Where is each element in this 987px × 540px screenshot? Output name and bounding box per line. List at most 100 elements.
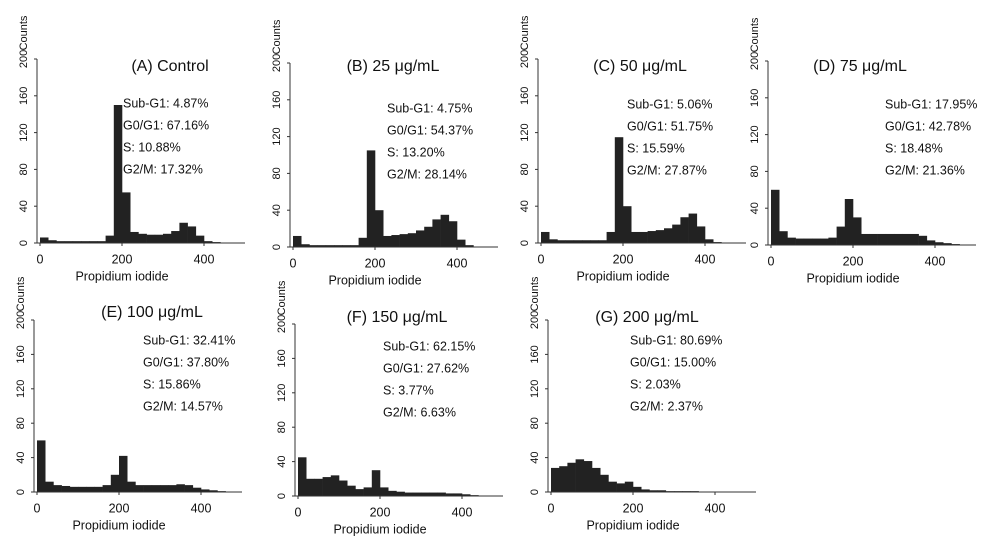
y-tick-label: 80 — [15, 417, 27, 429]
panel-title: (D) 75 μg/mL — [813, 58, 907, 75]
histogram-bar — [69, 486, 79, 492]
annotation: G2/M: 17.32% — [123, 162, 203, 176]
histogram-bar — [424, 226, 433, 247]
y-axis-label: Counts — [529, 276, 541, 311]
annotation: S: 10.88% — [123, 140, 181, 154]
x-axis-label: Propidium iodide — [72, 518, 165, 532]
annotation: G0/G1: 15.00% — [630, 355, 716, 369]
histogram-bar — [664, 228, 673, 243]
histogram-bar — [432, 219, 441, 247]
annotation: G0/G1: 51.75% — [627, 119, 713, 133]
x-tick-label: 200 — [109, 501, 130, 515]
y-axis-label: Counts — [519, 15, 531, 50]
x-tick-label: 200 — [365, 256, 386, 270]
y-tick-label: 120 — [519, 123, 531, 141]
histogram-bar — [383, 235, 392, 247]
histogram-bar — [820, 238, 829, 245]
histogram-bar — [606, 231, 616, 243]
annotation: Sub-G1: 62.15% — [383, 339, 475, 353]
y-tick-label: 0 — [271, 244, 283, 250]
histogram-bar — [412, 492, 422, 496]
histogram-bar — [647, 231, 657, 243]
annotation: S: 2.03% — [630, 377, 681, 391]
y-tick-label: 200 — [15, 311, 27, 329]
histogram-bar — [616, 483, 626, 492]
histogram-bar — [37, 440, 46, 492]
histogram-bar — [146, 234, 156, 243]
histogram-bar — [559, 466, 568, 492]
y-tick-label: 120 — [18, 123, 30, 141]
histogram-bar — [81, 241, 90, 243]
x-axis-label: Propidium iodide — [328, 273, 421, 287]
y-tick-label: 120 — [529, 380, 541, 398]
histogram-bar — [641, 489, 650, 492]
histogram-bar — [869, 233, 878, 245]
histogram-bar — [89, 241, 98, 243]
histogram-bar — [575, 459, 585, 492]
histogram-bar — [453, 493, 463, 496]
histogram-bar — [861, 233, 870, 245]
histogram-bar — [135, 485, 144, 492]
y-tick-label: 0 — [529, 489, 541, 495]
y-axis-label: Counts — [749, 17, 761, 52]
histogram-bar — [894, 233, 903, 245]
x-tick-label: 200 — [843, 254, 864, 268]
histogram-bar — [110, 474, 120, 492]
annotation: G2/M: 2.37% — [630, 399, 703, 413]
histogram-bar — [350, 245, 359, 247]
histogram-bar — [154, 234, 164, 243]
histogram-bar — [56, 241, 65, 243]
y-tick-label: 0 — [749, 242, 761, 248]
histogram-bar — [171, 231, 180, 243]
annotation: Sub-G1: 4.87% — [123, 96, 208, 110]
y-tick-label: 0 — [276, 493, 288, 499]
x-tick-label: 400 — [705, 501, 726, 515]
histogram-bar — [176, 484, 185, 492]
x-tick-label: 0 — [37, 252, 44, 266]
histogram-bar — [803, 238, 813, 245]
histogram-bar — [688, 213, 698, 243]
histogram-bar — [94, 486, 103, 492]
y-tick-label: 200 — [276, 315, 288, 333]
histogram-bar — [119, 455, 128, 492]
histogram-bar — [910, 233, 919, 245]
histogram-bar — [61, 485, 71, 492]
y-tick-label: 40 — [18, 200, 30, 212]
annotation: G0/G1: 54.37% — [387, 123, 473, 137]
histogram-bar — [314, 478, 323, 496]
histogram-bar — [371, 470, 381, 496]
histogram-bar — [179, 222, 188, 243]
x-tick-label: 0 — [768, 254, 775, 268]
y-tick-label: 120 — [749, 125, 761, 143]
histogram-bar — [779, 231, 788, 245]
annotation: S: 3.77% — [383, 383, 434, 397]
x-tick-label: 400 — [925, 254, 946, 268]
histogram-bar — [64, 241, 74, 243]
x-tick-label: 400 — [447, 256, 468, 270]
histogram-bar — [672, 224, 681, 243]
histogram-bar — [138, 233, 147, 243]
y-tick-label: 200 — [529, 311, 541, 329]
panel-title: (B) 25 μg/mL — [347, 58, 440, 75]
histogram-bar — [102, 485, 112, 492]
histogram-bar — [462, 494, 471, 496]
histogram-bar — [771, 189, 780, 245]
annotation: G0/G1: 27.62% — [383, 361, 469, 375]
histogram-bar — [795, 238, 805, 245]
histogram-bar — [97, 241, 106, 243]
histogram-bar — [204, 241, 213, 243]
panel-title: (G) 200 μg/mL — [595, 309, 699, 326]
histogram-bar — [705, 239, 714, 243]
y-tick-label: 80 — [276, 421, 288, 433]
x-tick-label: 400 — [191, 501, 212, 515]
histogram-bar — [696, 226, 706, 243]
annotation: G0/G1: 67.16% — [123, 118, 209, 132]
histogram-bar — [844, 199, 854, 245]
histogram-bar — [429, 492, 438, 496]
histogram-bar — [325, 245, 335, 247]
y-tick-label: 160 — [271, 91, 283, 109]
histogram-bar — [787, 237, 796, 245]
y-tick-label: 40 — [749, 202, 761, 214]
histogram-bar — [836, 226, 846, 245]
histogram-bar — [457, 239, 466, 247]
